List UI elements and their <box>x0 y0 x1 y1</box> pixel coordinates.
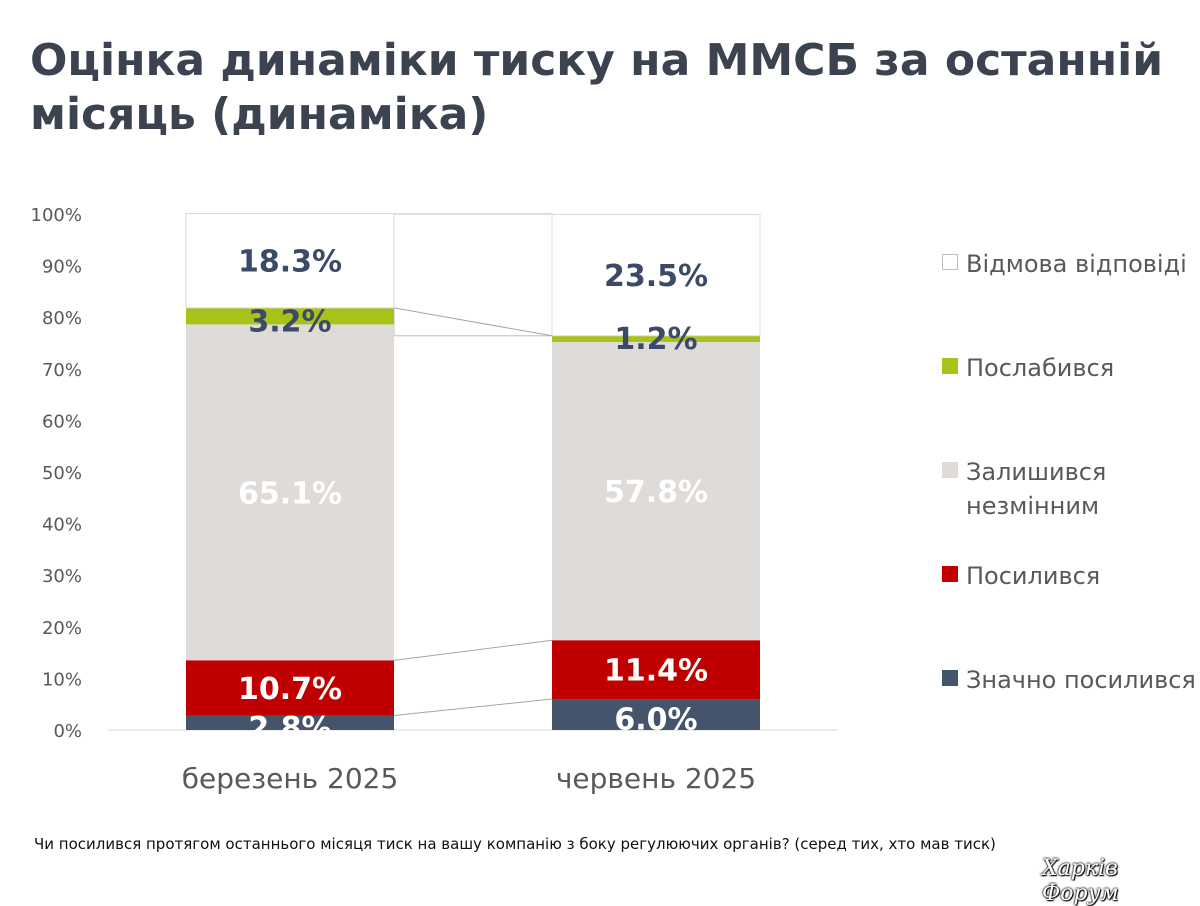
data-label-significantly-increased: 2.8% <box>248 711 331 746</box>
bar-segment-increased <box>552 640 760 700</box>
bar-segment-unchanged <box>552 341 760 641</box>
y-tick-label: 30% <box>42 566 82 587</box>
bar-segment-significantly-increased <box>186 715 394 730</box>
series-connector-line <box>393 307 553 337</box>
bar-frame-connector <box>393 213 553 337</box>
legend-label: Значно посилився <box>966 666 1196 694</box>
legend-swatch <box>942 254 958 270</box>
survey-question-footnote: Чи посилився протягом останнього місяця … <box>34 835 996 853</box>
data-label-significantly-increased: 6.0% <box>614 703 697 738</box>
legend-item-unchanged: Залишився незмінним <box>942 455 1200 523</box>
legend-item-refused: Відмова відповіді <box>942 247 1200 281</box>
series-connector-line <box>393 639 553 661</box>
y-tick-label: 40% <box>42 515 82 536</box>
chart-title: Оцінка динаміки тиску на ММСБ за останні… <box>30 35 1164 140</box>
data-label-increased: 10.7% <box>238 672 342 707</box>
data-label-refused: 18.3% <box>238 245 342 280</box>
legend-swatch <box>942 358 958 374</box>
legend-swatch <box>942 566 958 582</box>
data-label-unchanged: 65.1% <box>238 476 342 511</box>
legend-label: Посилився <box>966 562 1101 590</box>
legend-label: Залишився незмінним <box>966 458 1107 520</box>
bar-segment-significantly-increased <box>552 699 760 730</box>
x-category-label: березень 2025 <box>182 762 399 795</box>
legend-item-significantly-increased: Значно посилився <box>942 663 1200 697</box>
data-label-weakened: 3.2% <box>248 304 331 339</box>
data-label-refused: 23.5% <box>604 259 708 294</box>
y-tick-label: 10% <box>42 669 82 690</box>
y-tick-label: 50% <box>42 463 82 484</box>
x-category-label: червень 2025 <box>556 762 756 795</box>
y-tick-label: 60% <box>42 411 82 432</box>
legend-swatch <box>942 670 958 686</box>
y-tick-label: 80% <box>42 308 82 329</box>
watermark-logo: Харків Форум <box>1042 856 1119 906</box>
legend-label: Відмова відповіді <box>966 250 1187 278</box>
bar-segment-unchanged <box>186 324 394 661</box>
legend-item-weakened: Послабився <box>942 351 1200 385</box>
y-tick-label: 20% <box>42 618 82 639</box>
series-connector-line <box>393 698 553 717</box>
bar-segment-weakened <box>186 307 394 325</box>
y-tick-label: 100% <box>31 205 82 226</box>
data-label-unchanged: 57.8% <box>604 475 708 510</box>
bar-segment-refused <box>185 212 395 309</box>
data-label-increased: 11.4% <box>604 654 708 689</box>
y-tick-label: 0% <box>53 721 82 742</box>
legend-label: Послабився <box>966 354 1115 382</box>
bar-segment-increased <box>186 660 394 716</box>
y-tick-label: 90% <box>42 257 82 278</box>
legend-item-increased: Посилився <box>942 559 1200 593</box>
bar-segment-refused <box>551 214 761 337</box>
y-tick-label: 70% <box>42 360 82 381</box>
legend-swatch <box>942 462 958 478</box>
bar-segment-weakened <box>552 335 760 342</box>
data-label-weakened: 1.2% <box>614 322 697 357</box>
